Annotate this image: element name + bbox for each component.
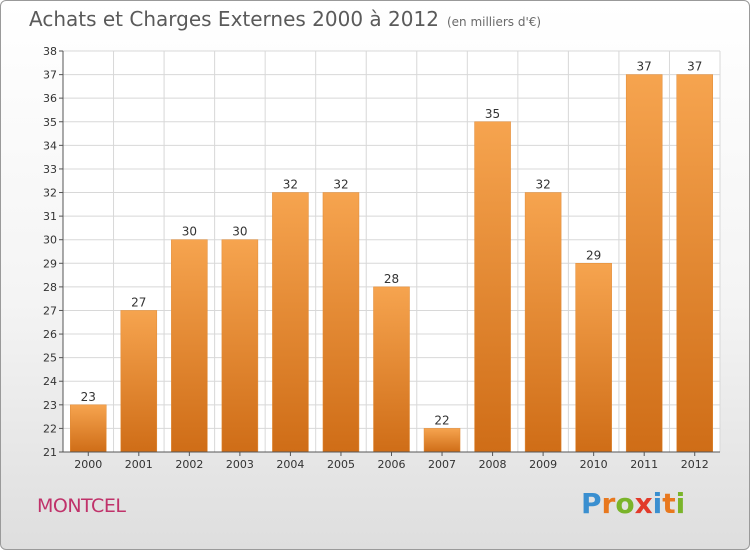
y-tick-label: 23 (43, 399, 57, 412)
bar (272, 192, 309, 453)
chart-title: Achats et Charges Externes 2000 à 2012 (e… (29, 7, 541, 31)
brand-letter: i (675, 487, 686, 520)
bars (70, 74, 713, 453)
y-tick-label: 27 (43, 304, 57, 317)
y-tick-label: 35 (43, 116, 57, 129)
x-tick-label: 2001 (125, 458, 153, 471)
brand-letter: r (601, 487, 616, 520)
bar (221, 239, 259, 453)
chart-unit: (en milliers d'€) (446, 15, 542, 29)
brand-letter: t (662, 487, 676, 520)
y-tick-label: 29 (43, 257, 57, 270)
bar (524, 192, 562, 453)
data-label: 27 (131, 295, 146, 309)
y-tick-label: 26 (43, 328, 57, 341)
y-tick-label: 31 (43, 210, 57, 223)
y-tick-label: 22 (43, 422, 57, 435)
bar (676, 74, 713, 453)
bar (120, 310, 158, 453)
y-tick-label: 33 (43, 163, 57, 176)
y-tick-label: 34 (43, 139, 57, 152)
x-tick-label: 2011 (630, 458, 658, 471)
x-tick-label: 2006 (378, 458, 406, 471)
chart-title-text: Achats et Charges Externes 2000 à 2012 (29, 7, 439, 31)
y-tick-label: 32 (43, 187, 57, 200)
x-tick-label: 2009 (529, 458, 557, 471)
y-tick-label: 28 (43, 281, 57, 294)
bar (322, 192, 360, 453)
data-label: 32 (535, 178, 550, 192)
y-tick-label: 25 (43, 352, 57, 365)
data-label: 37 (637, 60, 652, 74)
x-tick-label: 2008 (479, 458, 507, 471)
data-label: 23 (81, 390, 96, 404)
x-tick-label: 2012 (681, 458, 709, 471)
data-label: 22 (434, 413, 449, 427)
x-tick-label: 2000 (74, 458, 102, 471)
data-label: 30 (232, 225, 247, 239)
axes: 21 22 23 24 25 26 27 28 29 30 31 32 33 34 35 36 37 38 2000… (43, 45, 720, 471)
data-labels: 23 27 30 30 32 32 28 22 35 32 29 37 37 (81, 60, 703, 428)
x-tick-label: 2003 (226, 458, 254, 471)
data-label: 35 (485, 107, 500, 121)
y-tick-label: 21 (43, 446, 57, 459)
data-label: 30 (182, 225, 197, 239)
bar (474, 121, 511, 453)
y-tick-label: 37 (43, 69, 57, 82)
brand-letter: o (615, 487, 635, 520)
brand-logo: Proxiti (581, 487, 685, 520)
y-tick-label: 24 (43, 375, 57, 388)
data-label: 32 (283, 178, 298, 192)
bar (575, 263, 612, 453)
bar (70, 404, 107, 453)
y-tick-label: 30 (43, 234, 57, 247)
bar (423, 428, 461, 453)
x-tick-label: 2005 (327, 458, 355, 471)
bar (625, 74, 663, 453)
x-tick-label: 2004 (276, 458, 304, 471)
data-label: 28 (384, 272, 399, 286)
bar (171, 239, 208, 453)
y-tick-label: 38 (43, 45, 57, 58)
brand-letter: x (634, 487, 653, 520)
x-tick-label: 2010 (580, 458, 608, 471)
data-label: 32 (333, 178, 348, 192)
y-tick-label: 36 (43, 92, 57, 105)
data-label: 37 (687, 60, 702, 74)
bar (373, 286, 410, 453)
brand-letter: i (652, 487, 663, 520)
data-label: 29 (586, 248, 601, 262)
x-tick-label: 2007 (428, 458, 456, 471)
brand-letter: P (581, 487, 602, 520)
commune-name: MONTCEL (37, 495, 126, 517)
x-tick-label: 2002 (175, 458, 203, 471)
